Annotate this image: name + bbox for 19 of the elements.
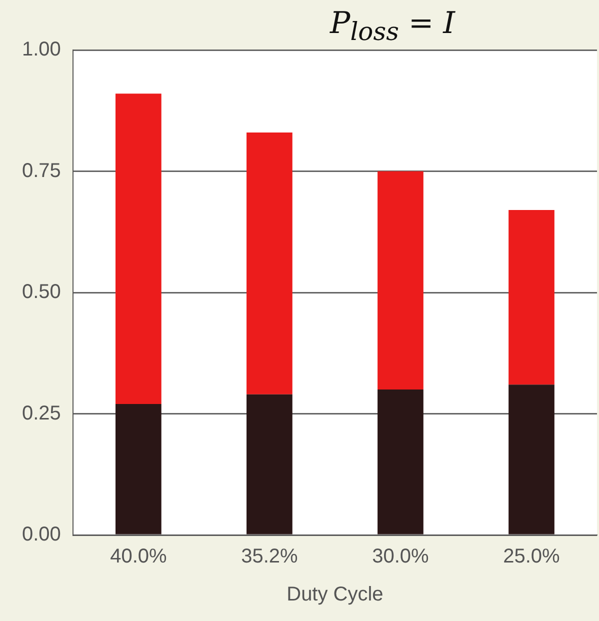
y-tick-label: 0.25 — [22, 402, 61, 424]
x-axis-title: Duty Cycle — [286, 584, 384, 606]
bar — [246, 394, 292, 534]
y-tick-label: 0.50 — [22, 281, 61, 304]
x-tick-label: 40.0% — [110, 546, 167, 568]
y-tick-label: 1.00 — [22, 38, 61, 61]
bar — [116, 94, 162, 404]
y-tick-label: 0.00 — [22, 524, 61, 546]
bar — [116, 404, 162, 534]
y-tick-label: 0.75 — [22, 160, 61, 182]
x-tick-label: 25.0% — [503, 546, 560, 568]
bar — [378, 390, 424, 534]
x-tick-label: 30.0% — [372, 546, 430, 568]
bar — [508, 384, 554, 534]
bar — [246, 132, 292, 394]
x-tick-label: 35.2% — [241, 546, 298, 568]
bar — [378, 171, 424, 390]
bar — [508, 210, 554, 385]
text: P$_{loss}$ = I — [330, 6, 455, 46]
